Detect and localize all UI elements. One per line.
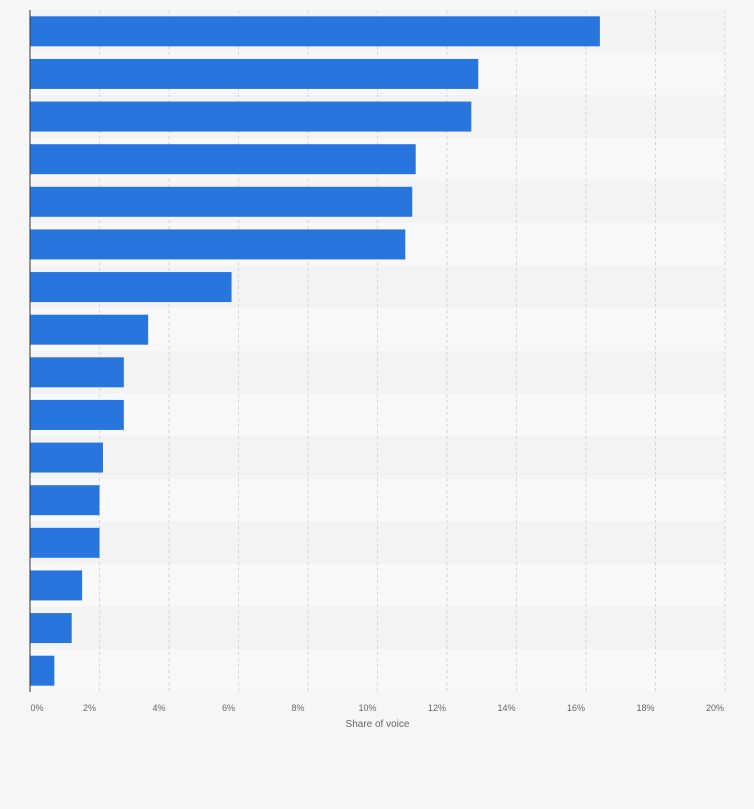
bar [30,16,600,47]
x-tick-label: 14% [497,703,515,713]
x-axis-ticks: 0% 2% 4% 6% 8% 10% 12% 14% 16% 18% 20% [30,703,724,713]
bar [30,613,72,644]
bar [30,144,416,175]
x-tick-label: 8% [291,703,304,713]
bar [30,485,100,516]
bar [30,229,406,260]
bar [30,357,124,388]
bar [30,655,55,686]
x-tick-label: 10% [358,703,376,713]
x-tick-label: 18% [636,703,654,713]
x-tick-label: 12% [428,703,446,713]
bar [30,186,413,217]
bar [30,527,100,558]
x-tick-label: 6% [222,703,235,713]
x-tick-label: 4% [152,703,165,713]
x-tick-label: 0% [30,703,43,713]
bar [30,272,232,303]
bar [30,442,103,473]
x-axis-title: Share of voice [346,719,410,730]
bar [30,314,149,345]
bar [30,58,479,89]
bar [30,101,472,132]
x-tick-label: 20% [706,703,724,713]
bar [30,570,83,601]
x-tick-label: 16% [567,703,585,713]
bar [30,399,124,430]
bars [30,16,600,686]
x-tick-label: 2% [83,703,96,713]
